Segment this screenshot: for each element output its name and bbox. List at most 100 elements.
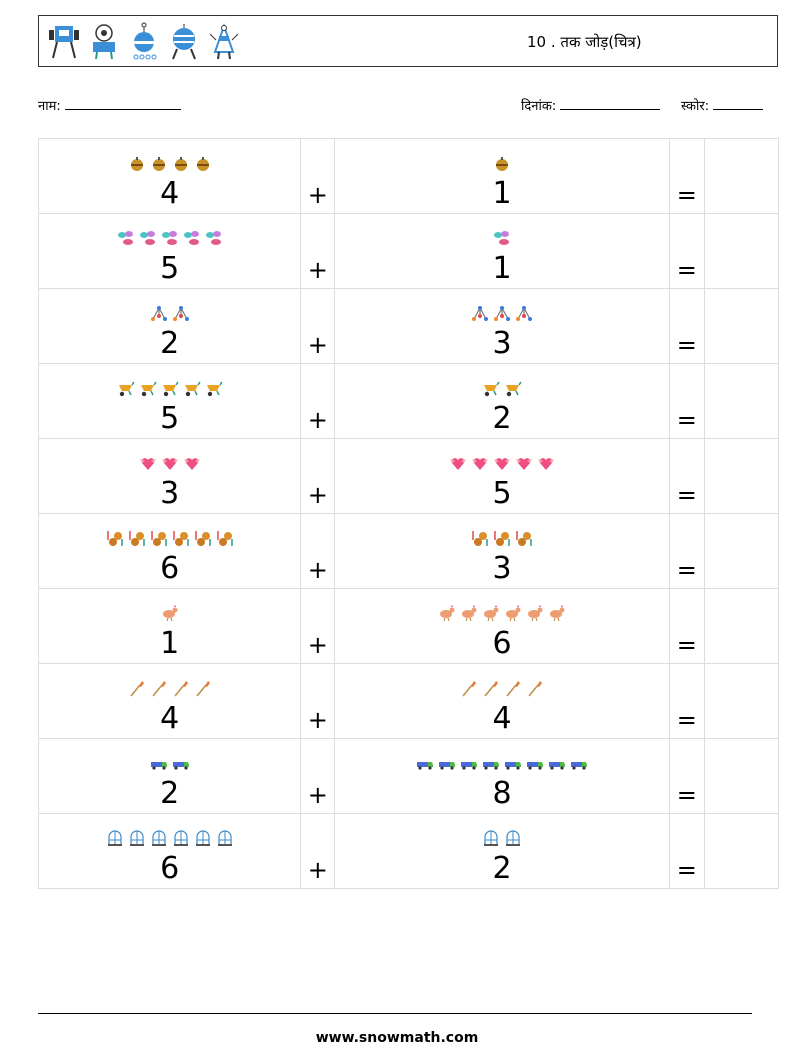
operand-b-number: 3 (492, 551, 512, 586)
plus-sign: + (307, 556, 328, 584)
name-blank[interactable] (64, 97, 181, 110)
truck-icon (570, 754, 588, 776)
equals-cell: = (668, 588, 705, 664)
wheelbarrow-icon (482, 379, 500, 401)
wheelbarrow-icon (139, 379, 157, 401)
molecule-icon (493, 304, 511, 326)
coins-arrows-icon (128, 529, 146, 551)
operand-b-number: 6 (492, 626, 512, 661)
answer-cell[interactable] (703, 438, 780, 514)
picture-group (335, 751, 668, 779)
operand-a-cell: 4 (37, 138, 302, 214)
birdcage-icon (150, 829, 168, 851)
truck-icon (172, 754, 190, 776)
operand-b-number: 4 (492, 701, 512, 736)
equals-cell: = (668, 813, 705, 889)
operand-b-number: 5 (492, 476, 512, 511)
operand-b-cell: 1 (334, 138, 670, 214)
equals-sign: = (676, 631, 697, 659)
wheelbarrow-icon (504, 379, 522, 401)
plus-cell: + (300, 588, 336, 664)
plus-cell: + (300, 813, 336, 889)
candy-sweets-icon (117, 229, 135, 251)
operand-a-cell: 4 (37, 663, 302, 739)
footer-website: www.snowmath.com (315, 1030, 479, 1046)
operand-a-cell: 6 (37, 513, 302, 589)
equals-cell: = (668, 438, 705, 514)
ornament-ball-icon (128, 154, 146, 176)
plus-sign: + (307, 631, 328, 659)
picture-group (335, 601, 668, 629)
answer-cell[interactable] (703, 138, 780, 214)
operand-a-cell: 2 (37, 288, 302, 364)
date-blank[interactable] (560, 97, 661, 110)
wheelbarrow-icon (161, 379, 179, 401)
picture-group (335, 301, 668, 329)
problem-row: 6 +3 = (37, 513, 780, 589)
operand-a-cell: 5 (37, 213, 302, 289)
answer-cell[interactable] (703, 663, 780, 739)
operand-b-cell: 2 (334, 813, 670, 889)
answer-cell[interactable] (703, 288, 780, 364)
paintbrush-icon (128, 679, 146, 701)
operand-b-cell: 5 (334, 438, 670, 514)
robot-icon (207, 22, 241, 62)
coins-arrows-icon (493, 529, 511, 551)
operand-b-cell: 3 (334, 513, 670, 589)
plus-cell: + (300, 513, 336, 589)
plus-sign: + (307, 706, 328, 734)
hen-icon (526, 604, 544, 626)
footer-divider (38, 1013, 752, 1014)
score-blank[interactable] (713, 97, 764, 110)
equals-sign: = (676, 256, 697, 284)
plus-cell: + (300, 213, 336, 289)
answer-cell[interactable] (703, 738, 780, 814)
paintbrush-icon (150, 679, 168, 701)
operand-b-cell: 8 (334, 738, 670, 814)
equals-cell: = (668, 288, 705, 364)
picture-group (335, 226, 668, 254)
heart-wings-icon (183, 454, 201, 476)
picture-group (39, 151, 300, 179)
paintbrush-icon (526, 679, 544, 701)
molecule-icon (150, 304, 168, 326)
truck-icon (438, 754, 456, 776)
equals-cell: = (668, 138, 705, 214)
plus-sign: + (307, 481, 328, 509)
problem-row: 3 +5 = (37, 438, 780, 514)
answer-cell[interactable] (703, 513, 780, 589)
equals-cell: = (668, 213, 705, 289)
equals-sign: = (676, 781, 697, 809)
date-field: दिनांक: (521, 96, 661, 114)
answer-cell[interactable] (703, 363, 780, 439)
coins-arrows-icon (216, 529, 234, 551)
picture-group (335, 451, 668, 479)
robot-icon (87, 22, 121, 62)
birdcage-icon (106, 829, 124, 851)
robot-icon (167, 22, 201, 62)
candy-sweets-icon (161, 229, 179, 251)
operand-a-cell: 6 (37, 813, 302, 889)
hen-icon (548, 604, 566, 626)
heart-wings-icon (139, 454, 157, 476)
hen-icon (161, 604, 179, 626)
operand-b-cell: 6 (334, 588, 670, 664)
answer-cell[interactable] (703, 813, 780, 889)
ornament-ball-icon (150, 154, 168, 176)
answer-cell[interactable] (703, 588, 780, 664)
operand-b-cell: 2 (334, 363, 670, 439)
operand-b-number: 2 (492, 401, 512, 436)
picture-group (39, 451, 300, 479)
equals-cell: = (668, 663, 705, 739)
molecule-icon (172, 304, 190, 326)
operand-b-number: 2 (492, 851, 512, 886)
picture-group (39, 226, 300, 254)
header-box: 10 . तक जोड़(चित्र) (38, 15, 778, 67)
paintbrush-icon (460, 679, 478, 701)
plus-cell: + (300, 663, 336, 739)
date-label: दिनांक: (521, 99, 557, 114)
operand-b-cell: 3 (334, 288, 670, 364)
answer-cell[interactable] (703, 213, 780, 289)
worksheet-table: 4 +1 = 5 +1 = 2 +3 = 5 +2 = 3 +5 = 6 +3 = 1 +6 = 4 +4 = 2 +8 = 6 +2 = (37, 138, 780, 889)
paintbrush-icon (482, 679, 500, 701)
